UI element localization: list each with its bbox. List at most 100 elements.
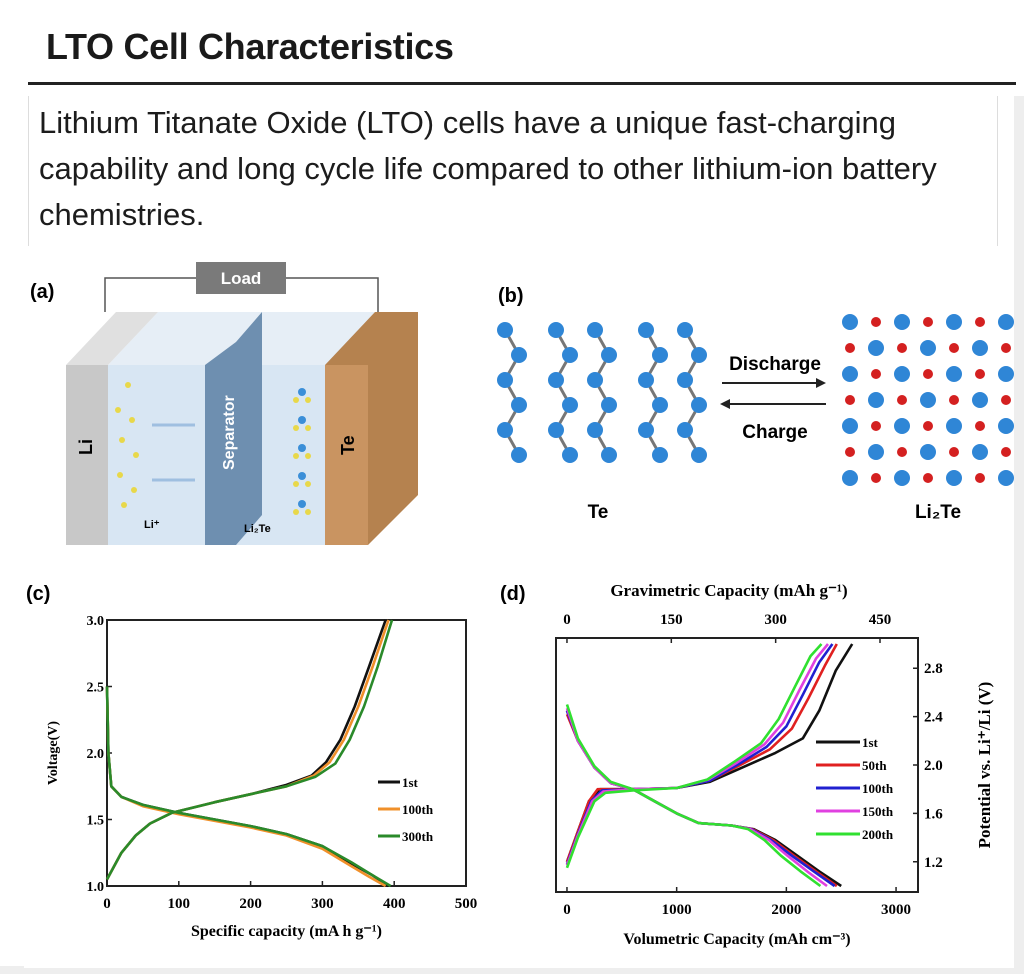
li2te-crystal (842, 314, 1014, 486)
x-tick-label: 400 (383, 896, 406, 912)
series-line-1st-charge (565, 643, 854, 863)
y-tick-label: 2.8 (924, 661, 943, 677)
y-tick-label: 2.4 (924, 710, 943, 726)
te-atom (652, 347, 668, 363)
series-line-150th-discharge (565, 707, 828, 888)
x-tick-label: 2000 (771, 902, 801, 918)
separator (205, 312, 262, 545)
te-structure-label: Te (588, 502, 609, 523)
legend-label: 100th (862, 781, 894, 796)
y-tick-label: 2.5 (87, 681, 105, 696)
li-atom (897, 395, 907, 405)
y-tick-label: 2.0 (924, 758, 943, 774)
te-atom (946, 366, 962, 382)
legend-label: 150th (862, 804, 894, 819)
load-box (196, 262, 286, 294)
te-atom (497, 422, 513, 438)
y-tick-label: 1.0 (87, 880, 105, 895)
te-atom (894, 366, 910, 382)
discharge-arrow-head (816, 378, 826, 388)
series-line-50th-charge (565, 643, 838, 863)
y-tick-label: 1.5 (87, 814, 105, 829)
li-atom (845, 447, 855, 457)
panel-a-label: (a) (30, 281, 54, 303)
te-atom (511, 347, 527, 363)
te-atom (587, 372, 603, 388)
te-atom (497, 372, 513, 388)
page-margin-bottom (0, 966, 1024, 974)
x-axis-title: Volumetric Capacity (mAh cm⁻³) (623, 931, 850, 948)
legend-label: 50th (862, 758, 887, 773)
li-atom (975, 473, 985, 483)
te-atom (972, 392, 988, 408)
te-atom (601, 447, 617, 463)
li-ions (115, 382, 139, 508)
li2te-label: Li₂Te (244, 523, 271, 535)
li-atom (975, 369, 985, 379)
li-atom (949, 343, 959, 353)
te-atom (548, 422, 564, 438)
te-atom (587, 422, 603, 438)
te-atom (868, 340, 884, 356)
page-title: LTO Cell Characteristics (46, 26, 454, 67)
y-tick-label: 1.6 (924, 806, 943, 822)
panel-a: (a) Load Li Separator Te Li⁺ Li₂Te (30, 262, 418, 545)
chart-d: 0 1000 2000 3000 1.2 1.6 2.0 2.4 2.8 0 150 300 450 Gr… (555, 581, 994, 948)
li-atom (871, 369, 881, 379)
te-atom (497, 322, 513, 338)
te-atom (894, 418, 910, 434)
panel-c-label: (c) (26, 583, 50, 605)
legend-label: 300th (402, 829, 434, 844)
li2te-structure-label: Li₂Te (915, 502, 961, 523)
li-atom (1001, 343, 1011, 353)
li-ion-label: Li⁺ (144, 519, 160, 531)
y-tick-label: 3.0 (87, 614, 105, 629)
te-atom (562, 347, 578, 363)
te-atom (652, 397, 668, 413)
li-atom (949, 447, 959, 457)
te-atom (894, 470, 910, 486)
li-atom (923, 473, 933, 483)
te-atom (868, 392, 884, 408)
te-atom (638, 422, 654, 438)
series-line-100th-discharge (105, 686, 387, 888)
te-atom (677, 422, 693, 438)
li-atom (871, 473, 881, 483)
te-atom (998, 366, 1014, 382)
figure: (a) Load Li Separator Te Li⁺ Li₂Te (b) (24, 250, 1014, 968)
te-atom (972, 340, 988, 356)
x-tick-label: 500 (455, 896, 478, 912)
te-atom (972, 444, 988, 460)
panel-c: (c) 0 100 200 300 400 500 1.0 1.5 2.0 2.5 3.0 Speci… (26, 583, 477, 940)
legend-label: 100th (402, 802, 434, 817)
te-atom (548, 372, 564, 388)
te-atom (842, 314, 858, 330)
li-anode (66, 365, 108, 545)
te-atom (842, 470, 858, 486)
te-atom (677, 322, 693, 338)
te-atom (548, 322, 564, 338)
plot-frame (106, 619, 467, 887)
series-line-200th-discharge (565, 704, 822, 888)
series-line-300th-discharge (105, 686, 392, 888)
x-tick-label: 3000 (881, 902, 911, 918)
chart-c: 0 100 200 300 400 500 1.0 1.5 2.0 2.5 3.0 Specific … (46, 614, 477, 940)
li-atom (871, 421, 881, 431)
te-atom (691, 347, 707, 363)
li2te-molecules (293, 388, 311, 515)
intro-paragraph: Lithium Titanate Oxide (LTO) cells have … (28, 96, 998, 246)
x2-tick-label: 150 (660, 612, 683, 628)
x2-tick-label: 450 (869, 612, 892, 628)
li-atom (923, 317, 933, 327)
te-atom (920, 340, 936, 356)
y-axis-title: Voltage(V) (46, 721, 61, 785)
te-atom (587, 322, 603, 338)
te-atom (511, 397, 527, 413)
li-atom (975, 317, 985, 327)
te-atom (920, 392, 936, 408)
te-atom (638, 372, 654, 388)
li-atom (1001, 395, 1011, 405)
series-line-100th-charge (565, 643, 834, 865)
te-atom (562, 397, 578, 413)
x-tick-label: 1000 (662, 902, 692, 918)
